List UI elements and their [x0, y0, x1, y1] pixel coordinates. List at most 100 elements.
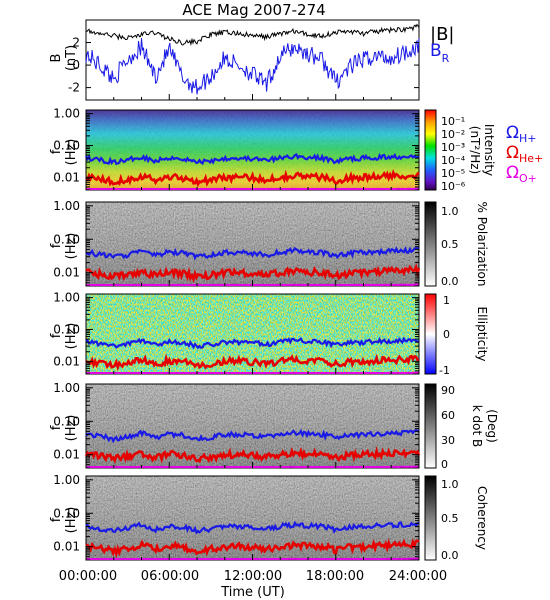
legend-omega-he: ΩHe+ — [506, 143, 543, 165]
polarization-freq-tick-label: 0.10 — [53, 232, 80, 246]
chart-title: ACE Mag 2007-274 — [182, 1, 325, 19]
kdotb-cyclotron-line — [84, 446, 421, 464]
kdotb-cbar-tick: 0 — [441, 458, 448, 471]
mag-y-tick-label: -2 — [68, 81, 80, 95]
intensity-cbar-tick: 10⁻² — [441, 128, 465, 141]
legend-absb: |B| — [430, 24, 454, 45]
mag-y-ticks: 2 0 -2 — [68, 36, 419, 95]
ellipticity-yunit: (Hz) — [64, 323, 79, 350]
intensity-cbar-tick: 10⁻⁵ — [441, 167, 465, 180]
polarization-yunit: (Hz) — [64, 233, 79, 260]
mag-ylabel: B — [49, 54, 64, 63]
legend-omega-o: ΩO+ — [506, 163, 537, 185]
coherency-panel: 1.0 0.5 0.0 Coherency — [85, 475, 489, 562]
ellipticity-ylabel: f — [49, 333, 64, 338]
kdotb-freq-tick-label: 0.01 — [53, 448, 80, 462]
coherency-cbar-tick: 0.0 — [441, 549, 459, 562]
x-tick-label: 06:00:00 — [141, 569, 199, 584]
kdotb-cbar-tick: 30 — [441, 434, 455, 447]
ellipticity-freq-tick-label: 0.01 — [53, 354, 80, 368]
kdotb-cbar-tick: 60 — [441, 409, 455, 422]
ellipticity-cbar-tick: 0 — [443, 328, 450, 341]
polarization-freq-tick-label: 0.01 — [53, 266, 80, 280]
intensity-cyclotron-line — [85, 168, 420, 188]
intensity-freq-tick-label: 0.10 — [53, 138, 80, 152]
ellipticity-cyclotron-line — [85, 336, 420, 350]
x-tick-label: 18:00:00 — [306, 569, 364, 584]
intensity-colorbar — [424, 109, 437, 191]
coherency-colorbar — [424, 475, 437, 561]
coherency-cyclotron-line — [85, 520, 420, 535]
coherency-ylabel: f — [49, 517, 64, 522]
mag-y-tick-label: 2 — [72, 36, 80, 50]
ellipticity-cbar-label: Ellipticity — [475, 307, 489, 362]
intensity-freq-tick-label: 0.01 — [53, 170, 80, 184]
ellipticity-panel: 1 0 -1 Ellipticity — [85, 293, 489, 377]
intensity-freq-tick-label: 1.00 — [53, 107, 80, 121]
intensity-cyclotron-line — [85, 152, 420, 166]
x-axis-label: Time (UT) — [220, 585, 285, 600]
x-axis: 00:00:00 06:00:00 12:00:00 18:00:00 24:0… — [59, 569, 447, 600]
legend-br-sub: R — [442, 52, 450, 65]
intensity-cbar-tick: 10⁻⁶ — [441, 180, 466, 193]
kdotb-cyclotron-line — [85, 428, 420, 444]
ellipticity-freq-tick-label: 0.10 — [53, 322, 80, 336]
kdotb-cbar-label: k dot B — [470, 405, 484, 447]
coherency-cbar-tick: 0.5 — [441, 512, 459, 525]
coherency-yunit: (Hz) — [64, 507, 79, 534]
legend-omega-o-main: Ω — [506, 163, 519, 183]
kdotb-colorbar — [424, 383, 437, 469]
polarization-ylabel: f — [49, 243, 64, 248]
kdotb-cbar-tick: 90 — [441, 384, 455, 397]
mag-yunit: (nT) — [64, 45, 79, 71]
kdotb-freq-tick-label: 1.00 — [53, 381, 80, 395]
mag-y-tick-label: 0 — [72, 58, 80, 72]
coherency-cyclotron-line — [85, 538, 420, 559]
intensity-yunit: (Hz) — [64, 139, 79, 166]
polarization-cbar-tick: 1.0 — [441, 205, 459, 218]
intensity-cbar-unit: (nT²/Hz) — [468, 126, 482, 174]
absb-series-line — [85, 23, 420, 47]
kdotb-ylabel: f — [49, 425, 64, 430]
intensity-ylabel: f — [49, 149, 64, 154]
ellipticity-colorbar — [424, 293, 437, 375]
coherency-freq-tick-label: 1.00 — [53, 473, 80, 487]
intensity-cbar-tick: 10⁻⁴ — [441, 154, 466, 167]
legend-omega-h: ΩH+ — [506, 123, 537, 145]
ellipticity-cbar-tick: -1 — [439, 364, 450, 377]
ellipticity-cbar-tick: 1 — [443, 294, 450, 307]
polarization-cyclotron-line — [85, 262, 421, 284]
legend-br: BR — [430, 41, 450, 65]
polarization-cbar-tick: 0.0 — [441, 275, 459, 288]
dynamic-layer: 1.00 0.10 0.01 1.00 0.10 0.01 1.00 0.10 0.01 1.00… — [53, 94, 421, 561]
legend-omega-he-sub: He+ — [519, 152, 543, 165]
mag-panel: 20-2 B (nT) |B| BR — [49, 19, 454, 101]
coherency-freq-tick-label: 0.10 — [53, 506, 80, 520]
legend-br-main: B — [430, 41, 442, 61]
legend-omega-he-main: Ω — [506, 143, 519, 163]
ellipticity-freq-tick-label: 1.00 — [53, 291, 80, 305]
intensity-cbar-label: Intensity — [482, 124, 496, 176]
intensity-cbar-tick: 10⁻³ — [441, 141, 465, 154]
coherency-cbar-tick: 1.0 — [441, 478, 459, 491]
legend-omega-h-sub: H+ — [519, 132, 537, 145]
x-tick-label: 00:00:00 — [59, 569, 117, 584]
kdotb-freq-tick-label: 0.10 — [53, 414, 80, 428]
coherency-freq-tick-label: 0.01 — [53, 540, 80, 554]
polarization-cyclotron-line — [85, 246, 420, 261]
kdotb-yunit: (Hz) — [64, 415, 79, 442]
kdotb-cbar-unit: (Deg) — [485, 409, 499, 443]
x-tick-label: 24:00:00 — [389, 569, 447, 584]
polarization-cbar-tick: 0.5 — [441, 238, 459, 251]
freq-panel-labels: f (Hz) f (Hz) f (Hz) f (Hz) f (Hz) — [49, 139, 79, 534]
br-series-line — [85, 38, 420, 95]
polarization-cbar-label: % Polarization — [475, 202, 489, 287]
coherency-cbar-label: Coherency — [475, 486, 489, 550]
ellipticity-cyclotron-line — [85, 353, 420, 372]
polarization-colorbar — [424, 201, 437, 287]
x-tick-label: 12:00:00 — [224, 569, 282, 584]
intensity-cbar-tick: 10⁻¹ — [441, 115, 465, 128]
polarization-freq-tick-label: 1.00 — [53, 199, 80, 213]
legend-omega-o-sub: O+ — [519, 172, 537, 185]
